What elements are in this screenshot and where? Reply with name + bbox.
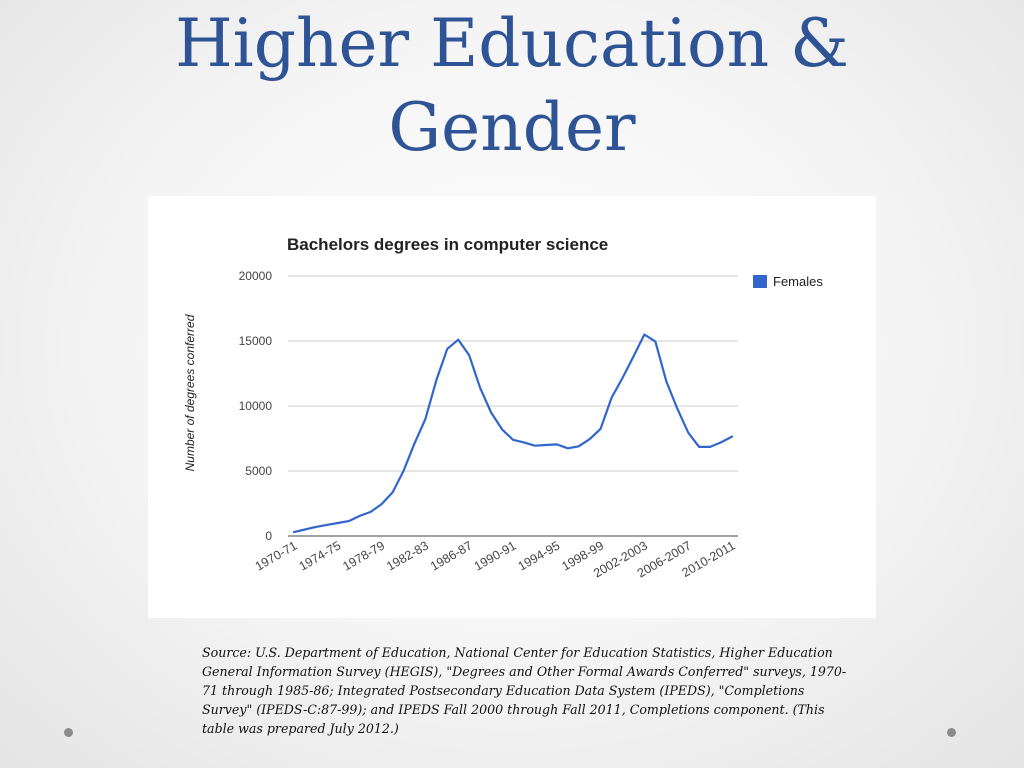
y-axis-label: Number of degrees conferred (183, 314, 197, 471)
slide-title-line-2: Gender (388, 89, 636, 166)
nav-dot-icon[interactable] (947, 728, 956, 737)
x-tick-label: 1990-91 (472, 538, 519, 573)
data-point (478, 385, 483, 390)
nav-dot-icon[interactable] (64, 728, 73, 737)
data-point (335, 521, 340, 526)
data-point (532, 443, 537, 448)
data-point (511, 437, 516, 442)
legend-label-females: Females (773, 274, 823, 289)
chart-gridlines (288, 275, 738, 537)
y-tick-label: 10000 (239, 399, 273, 413)
data-point (719, 440, 724, 445)
data-point (675, 406, 680, 411)
chart-panel: Bachelors degrees in computer science 0 5… (148, 196, 876, 618)
chart-legend[interactable]: Females (753, 274, 823, 289)
data-point (554, 442, 559, 447)
legend-swatch-females (753, 275, 767, 288)
data-point (565, 446, 570, 451)
data-point (708, 444, 713, 449)
data-point (434, 378, 439, 383)
data-point (500, 427, 505, 432)
data-point (664, 379, 669, 384)
data-point (631, 354, 636, 359)
y-tick-label: 20000 (239, 269, 273, 283)
x-axis-ticks: 1970-711974-751978-791982-831986-871990-… (253, 538, 738, 580)
x-tick-label: 1986-87 (428, 538, 475, 573)
data-point (445, 346, 450, 351)
data-point (609, 395, 614, 400)
data-point (686, 430, 691, 435)
data-point (543, 443, 548, 448)
data-point (368, 509, 373, 514)
y-tick-label: 0 (265, 529, 272, 543)
y-tick-label: 5000 (245, 464, 272, 478)
y-axis-ticks: 0 5000 10000 15000 20000 (239, 269, 273, 543)
line-chart: Bachelors degrees in computer science 0 5… (183, 235, 823, 580)
data-point (587, 437, 592, 442)
data-point (467, 353, 472, 358)
slide-title: Higher Education & Gender (0, 2, 1024, 170)
data-point (620, 376, 625, 381)
data-point (576, 444, 581, 449)
x-tick-label: 1970-71 (253, 538, 300, 573)
data-point (598, 426, 603, 431)
x-tick-label: 1982-83 (384, 538, 431, 573)
data-point (379, 502, 384, 507)
x-tick-label: 1978-79 (340, 538, 387, 573)
data-point (521, 440, 526, 445)
data-point (456, 337, 461, 342)
data-point (357, 513, 362, 518)
data-point (390, 490, 395, 495)
data-point (489, 410, 494, 415)
y-tick-label: 15000 (239, 334, 273, 348)
chart-title: Bachelors degrees in computer science (287, 235, 608, 254)
x-tick-label: 1974-75 (297, 538, 344, 573)
data-point (642, 332, 647, 337)
x-tick-label: 1994-95 (516, 538, 563, 573)
source-note: Source: U.S. Department of Education, Na… (202, 645, 847, 736)
data-point (313, 524, 318, 529)
chart-series (292, 332, 735, 535)
data-point (302, 527, 307, 532)
data-point (401, 469, 406, 474)
slide-title-line-1: Higher Education & (175, 5, 849, 82)
data-point (653, 339, 658, 344)
data-point (292, 530, 297, 535)
data-point (730, 434, 735, 439)
data-point (423, 417, 428, 422)
data-point (697, 444, 702, 449)
data-point (346, 519, 351, 524)
data-point (412, 441, 417, 446)
data-point (324, 522, 329, 527)
series-line-females (292, 333, 734, 534)
